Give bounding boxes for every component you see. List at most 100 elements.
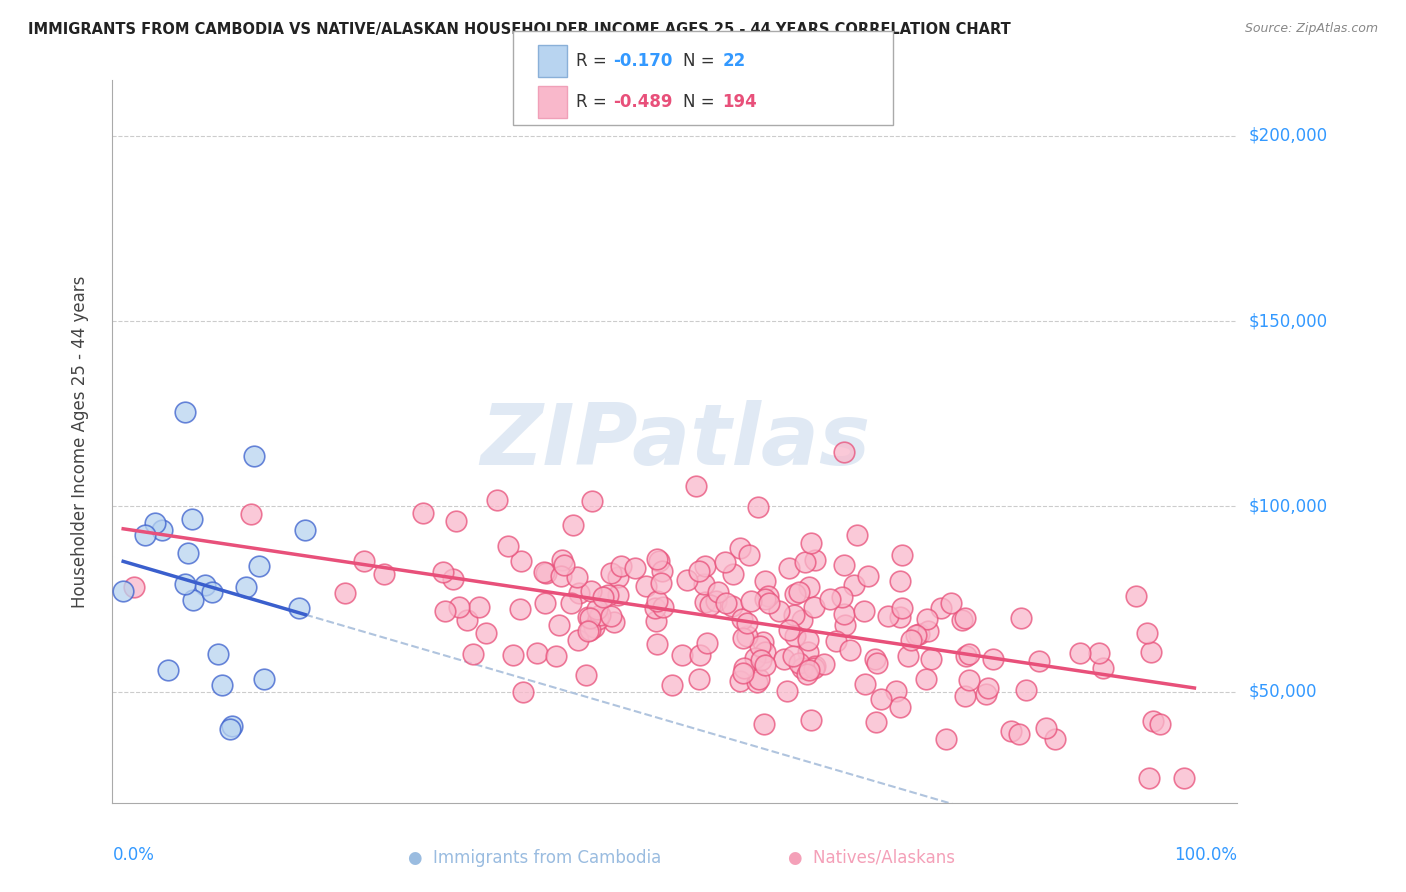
Point <box>981 652 1004 666</box>
Point <box>754 658 776 673</box>
Point <box>832 445 855 459</box>
Point <box>834 558 856 572</box>
Point <box>122 580 145 594</box>
Point <box>152 523 174 537</box>
Point <box>696 636 718 650</box>
Point <box>792 613 814 627</box>
Point <box>889 699 911 714</box>
Point <box>567 633 589 648</box>
Text: ●  Immigrants from Cambodia: ● Immigrants from Cambodia <box>408 849 661 867</box>
Point <box>534 566 557 581</box>
Point <box>800 536 823 550</box>
Point <box>891 601 914 615</box>
Point <box>502 648 524 663</box>
Point <box>824 634 846 648</box>
Point <box>1173 772 1195 786</box>
Point <box>512 684 534 698</box>
Point <box>797 663 820 677</box>
Point <box>974 687 997 701</box>
Point <box>607 570 630 584</box>
Point <box>1010 611 1032 625</box>
Point <box>434 604 457 618</box>
Point <box>550 569 572 583</box>
Point <box>685 479 707 493</box>
Point <box>243 449 266 463</box>
Point <box>353 554 375 568</box>
Point <box>977 681 1000 696</box>
Point <box>412 506 434 520</box>
Point <box>211 678 233 692</box>
Point <box>900 632 922 647</box>
Point <box>790 660 813 674</box>
Point <box>754 591 776 606</box>
Point <box>796 633 818 648</box>
Text: $150,000: $150,000 <box>1249 312 1327 330</box>
Point <box>950 613 973 627</box>
Y-axis label: Householder Income Ages 25 - 44 years: Householder Income Ages 25 - 44 years <box>70 276 89 607</box>
Point <box>565 570 588 584</box>
Point <box>650 575 672 590</box>
Point <box>589 608 612 623</box>
Point <box>754 645 776 659</box>
Point <box>576 610 599 624</box>
Point <box>610 558 633 573</box>
Point <box>747 672 769 686</box>
Point <box>688 672 710 686</box>
Point <box>818 592 841 607</box>
Point <box>955 648 977 663</box>
Point <box>644 614 666 628</box>
Point <box>752 635 775 649</box>
Point <box>675 573 697 587</box>
Point <box>754 574 776 588</box>
Point <box>333 585 356 599</box>
Point <box>797 580 820 594</box>
Text: -0.170: -0.170 <box>613 52 672 70</box>
Point <box>247 558 270 573</box>
Point <box>600 566 623 580</box>
Point <box>693 577 716 591</box>
Point <box>693 595 716 609</box>
Point <box>288 600 311 615</box>
Point <box>796 645 818 659</box>
Point <box>783 629 806 643</box>
Point <box>561 517 583 532</box>
Point <box>1008 727 1031 741</box>
Point <box>756 589 779 603</box>
Point <box>598 588 620 602</box>
Point <box>575 668 598 682</box>
Point <box>794 555 817 569</box>
Point <box>449 600 471 615</box>
Point <box>869 691 891 706</box>
Point <box>294 523 316 537</box>
Point <box>858 569 880 583</box>
Point <box>744 650 766 665</box>
Point <box>134 528 156 542</box>
Text: 0.0%: 0.0% <box>112 847 155 864</box>
Point <box>955 690 977 704</box>
Point <box>897 648 920 663</box>
Point <box>181 512 204 526</box>
Point <box>1091 661 1114 675</box>
Point <box>939 596 962 610</box>
Point <box>181 593 204 607</box>
Point <box>714 595 737 609</box>
Point <box>773 652 796 666</box>
Point <box>731 666 754 681</box>
Point <box>221 719 243 733</box>
Point <box>456 613 478 627</box>
Point <box>647 594 669 608</box>
Point <box>747 500 769 515</box>
Point <box>787 585 810 599</box>
Point <box>645 637 668 651</box>
Point <box>579 583 602 598</box>
Point <box>853 604 876 618</box>
Point <box>551 553 574 567</box>
Point <box>721 567 744 582</box>
Point <box>585 602 607 616</box>
Point <box>749 653 772 667</box>
Point <box>695 558 717 573</box>
Point <box>844 578 866 592</box>
Point <box>576 624 599 639</box>
Point <box>606 588 628 602</box>
Point <box>235 580 257 594</box>
